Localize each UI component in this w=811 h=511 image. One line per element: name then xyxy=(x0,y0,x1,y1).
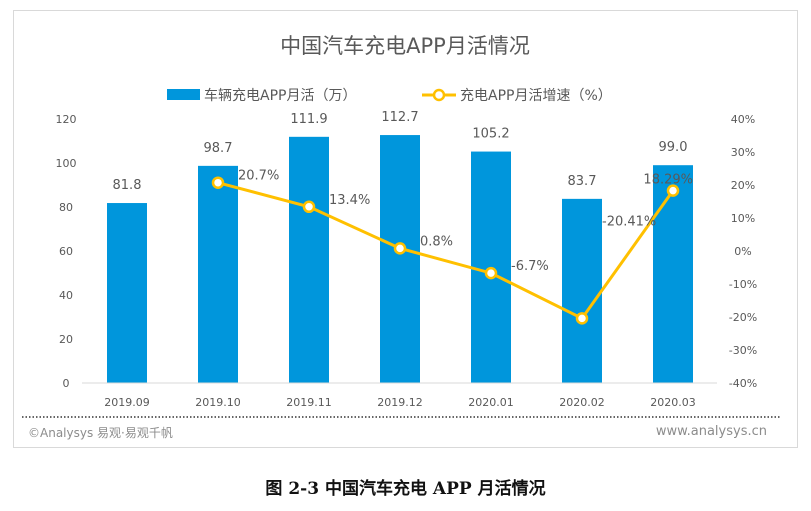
x-axis-tick: 2020.03 xyxy=(650,396,696,409)
legend-bar-label: 车辆充电APP月活（万） xyxy=(204,87,356,104)
growth-point xyxy=(666,184,680,197)
right-axis-tick: 30% xyxy=(731,146,755,159)
growth-point xyxy=(393,242,407,255)
growth-data-label: -6.7% xyxy=(511,259,549,274)
legend-line-marker xyxy=(432,88,446,102)
bar-data-label: 81.8 xyxy=(113,178,142,193)
growth-point xyxy=(211,176,225,189)
growth-data-label: -20.41% xyxy=(602,214,656,229)
growth-point xyxy=(302,200,316,214)
bar-data-label: 112.7 xyxy=(381,110,418,125)
right-axis-tick: 10% xyxy=(731,212,755,225)
chart-frame xyxy=(13,10,798,448)
bar xyxy=(653,165,693,383)
left-axis-tick: 40 xyxy=(59,289,73,302)
x-axis-tick: 2019.10 xyxy=(195,396,241,409)
figure-caption: 图 2-3 中国汽车充电 APP 月活情况 xyxy=(265,479,546,499)
growth-point xyxy=(575,312,589,325)
footer-url: www.analysys.cn xyxy=(656,424,767,439)
growth-data-label: 0.8% xyxy=(420,234,453,249)
growth-data-label: 13.4% xyxy=(329,193,370,208)
bar xyxy=(198,165,238,383)
bar xyxy=(380,135,420,383)
bar-data-label: 111.9 xyxy=(290,112,327,127)
right-axis-tick: 40% xyxy=(731,113,755,126)
right-axis-tick: 0% xyxy=(734,245,751,258)
right-axis-tick: -30% xyxy=(729,344,757,357)
right-axis-tick: -40% xyxy=(729,377,757,390)
right-axis-tick: -20% xyxy=(729,311,757,324)
footer-source: ©Analysys 易观·易观千帆 xyxy=(28,425,173,440)
bar-data-label: 99.0 xyxy=(659,140,688,155)
left-axis-tick: 100 xyxy=(56,157,77,170)
right-axis-tick: 20% xyxy=(731,179,755,192)
left-axis-tick: 120 xyxy=(56,113,77,126)
right-axis-tick: -10% xyxy=(729,278,757,291)
chart-title: 中国汽车充电APP月活情况 xyxy=(280,34,530,58)
left-axis-tick: 80 xyxy=(59,201,73,214)
x-axis-tick: 2020.01 xyxy=(468,396,514,409)
left-axis-tick: 60 xyxy=(59,245,73,258)
x-axis-tick: 2019.12 xyxy=(377,396,423,409)
bar-data-label: 98.7 xyxy=(204,141,233,156)
left-axis-tick: 20 xyxy=(59,333,73,346)
growth-data-label: 20.7% xyxy=(238,169,279,184)
x-axis-tick: 2020.02 xyxy=(559,396,605,409)
x-axis-tick: 2019.11 xyxy=(286,396,332,409)
growth-data-label: 18.29% xyxy=(643,173,693,188)
legend-bar-swatch xyxy=(167,89,200,100)
bar xyxy=(562,198,602,383)
legend-line-label: 充电APP月活增速（%） xyxy=(460,88,612,104)
bar xyxy=(289,136,329,383)
growth-line xyxy=(217,181,675,321)
bar xyxy=(107,203,147,383)
left-axis-tick: 0 xyxy=(63,377,70,390)
growth-point xyxy=(484,266,498,280)
bar-data-label: 83.7 xyxy=(568,174,597,189)
bar-data-label: 105.2 xyxy=(472,127,509,142)
x-axis-tick: 2019.09 xyxy=(104,396,150,409)
